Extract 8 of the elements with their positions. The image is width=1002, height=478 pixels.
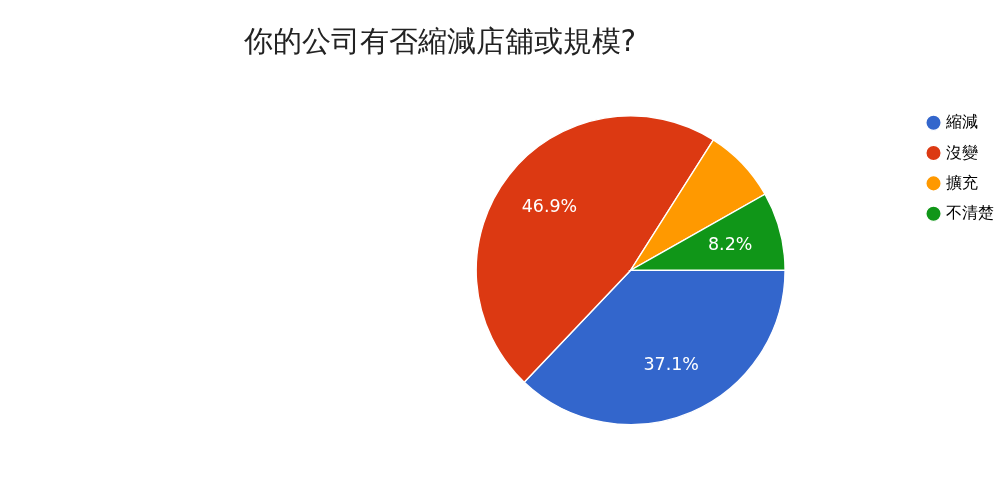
legend-label: 縮減 [944, 113, 978, 132]
legend-label: 擴充 [945, 173, 978, 192]
legend-label: 不清楚 [945, 204, 994, 223]
chart-title: 你的公司有否縮減店舖或規模? [242, 24, 637, 59]
data-label: 8.2% [708, 233, 753, 254]
data-label: 46.9% [521, 196, 578, 217]
data-label: 37.1% [643, 354, 699, 375]
legend-label: 沒變 [945, 143, 978, 162]
